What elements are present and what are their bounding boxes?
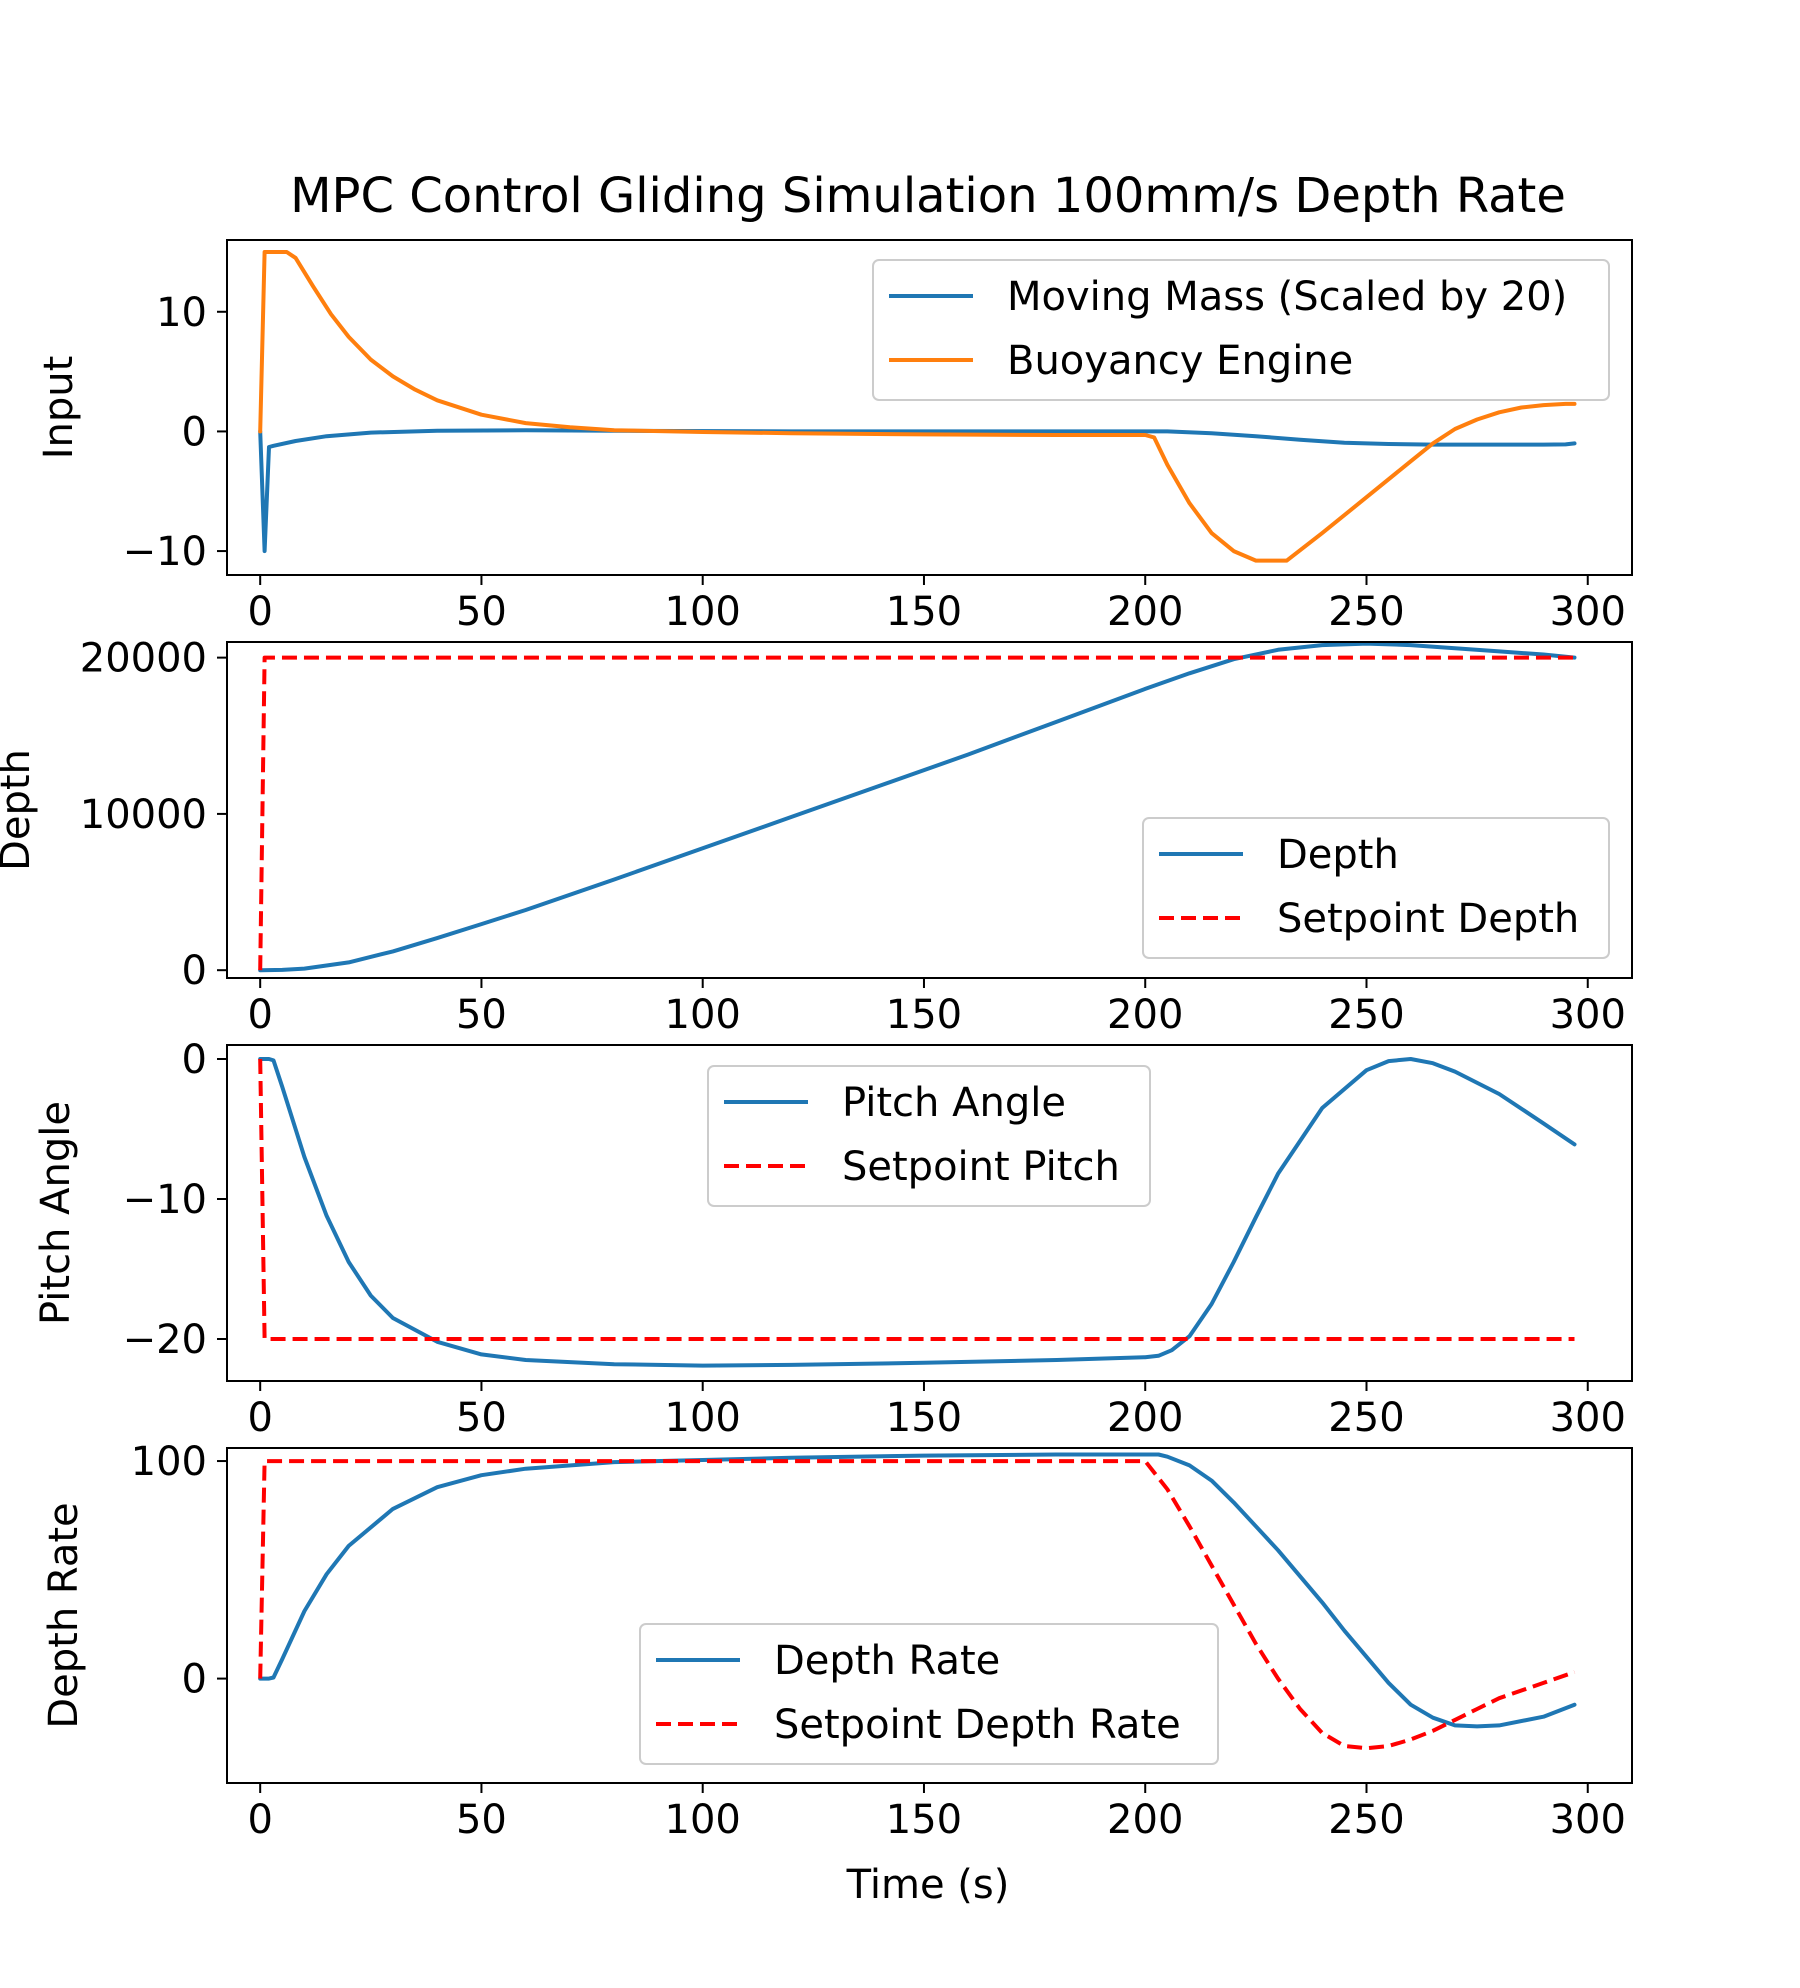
x-tick-label: 300 (1550, 1797, 1626, 1843)
subplot-panels: 0 50 100 150 200 250 300 −10 0 10 Input Moving Mass… (0, 239, 1633, 1843)
x-tick-label: 200 (1107, 1395, 1183, 1441)
series-line-setpoint-pitch (258, 1058, 1575, 1341)
axes-frame (226, 641, 1633, 979)
x-tick-label: 100 (665, 1797, 741, 1843)
x-tick-label: 50 (456, 1797, 507, 1843)
legend-box (639, 1623, 1219, 1765)
series-line-pitch-angle (258, 1057, 1577, 1368)
y-tick-label: 0 (182, 1037, 207, 1083)
x-tick-label: 0 (247, 1395, 272, 1441)
legend: Depth Rate Setpoint Depth Rate (639, 1623, 1219, 1765)
x-tick-label: 100 (665, 1395, 741, 1441)
legend-box (872, 259, 1610, 401)
x-tick-label: 250 (1328, 1797, 1404, 1843)
y-tick-label: 0 (182, 1657, 207, 1703)
series-line-setpoint-depth-rate (258, 1459, 1576, 1751)
x-tick-label: 300 (1550, 1395, 1626, 1441)
legend-box (707, 1065, 1151, 1207)
axes-frame (226, 1447, 1633, 1784)
x-tick-label: 50 (456, 1395, 507, 1441)
series-line-depth (258, 641, 1577, 973)
legend-entry-label: Depth Rate (774, 1638, 1000, 1684)
legend-entry-label: Setpoint Depth Rate (774, 1702, 1181, 1748)
x-tick-label: 200 (1107, 1797, 1183, 1843)
legend-entry-label: Setpoint Depth (1277, 896, 1579, 942)
legend: Depth Setpoint Depth (1142, 817, 1610, 959)
legend-entry-label: Moving Mass (Scaled by 20) (1007, 274, 1567, 320)
legend-box (1142, 817, 1610, 959)
legend-entry-label: Pitch Angle (842, 1080, 1066, 1126)
x-tick-label: 300 (1550, 589, 1626, 635)
series-line-buoyancy-engine (258, 250, 1577, 563)
x-tick-label: 100 (665, 589, 741, 635)
series-line-moving-mass-scaled-by-20- (258, 428, 1577, 554)
y-tick-label: −10 (123, 529, 207, 575)
y-axis-label: Depth (0, 749, 39, 871)
x-tick-label: 50 (456, 589, 507, 635)
y-tick-label: 10 (156, 290, 207, 336)
y-tick-label: −10 (123, 1177, 207, 1223)
y-axis-label: Depth Rate (41, 1502, 87, 1728)
legend: Moving Mass (Scaled by 20) Buoyancy Engin… (872, 259, 1610, 401)
subplot-1: 0 50 100 150 200 250 300 −10 0 10 Input Moving Mass… (36, 239, 1633, 635)
x-tick-label: 100 (665, 992, 741, 1038)
series-line-depth-rate (258, 1452, 1577, 1729)
x-tick-label: 150 (886, 1797, 962, 1843)
axes-frame (226, 1044, 1633, 1382)
axes-frame (226, 239, 1633, 576)
x-axis-label: Time (s) (846, 1862, 1010, 1908)
x-tick-label: 200 (1107, 992, 1183, 1038)
y-tick-label: −20 (123, 1317, 207, 1363)
x-tick-label: 50 (456, 992, 507, 1038)
x-tick-label: 250 (1328, 589, 1404, 635)
x-tick-label: 150 (886, 992, 962, 1038)
legend-entry-label: Setpoint Pitch (842, 1144, 1120, 1190)
y-tick-label: 20000 (80, 636, 207, 682)
y-tick-label: 100 (131, 1439, 207, 1485)
x-tick-label: 250 (1328, 1395, 1404, 1441)
legend-entry-label: Buoyancy Engine (1007, 338, 1353, 384)
legend: Pitch Angle Setpoint Pitch (707, 1065, 1151, 1207)
x-tick-label: 0 (247, 992, 272, 1038)
x-tick-label: 0 (247, 1797, 272, 1843)
subplot-2: 0 50 100 150 200 250 300 0 10000 20000 Depth Depth S… (0, 636, 1633, 1038)
y-axis-label: Input (36, 356, 82, 460)
legend-entry-label: Depth (1277, 832, 1399, 878)
x-tick-label: 250 (1328, 992, 1404, 1038)
y-tick-label: 10000 (80, 792, 207, 838)
y-axis-label: Pitch Angle (33, 1101, 79, 1325)
x-tick-label: 0 (247, 589, 272, 635)
figure-title: MPC Control Gliding Simulation 100mm/s D… (290, 168, 1566, 224)
x-tick-label: 150 (886, 589, 962, 635)
y-tick-label: 0 (182, 409, 207, 455)
x-tick-label: 300 (1550, 992, 1626, 1038)
y-tick-label: 0 (182, 948, 207, 994)
x-tick-label: 200 (1107, 589, 1183, 635)
x-tick-label: 150 (886, 1395, 962, 1441)
series-line-setpoint-depth (258, 655, 1575, 971)
